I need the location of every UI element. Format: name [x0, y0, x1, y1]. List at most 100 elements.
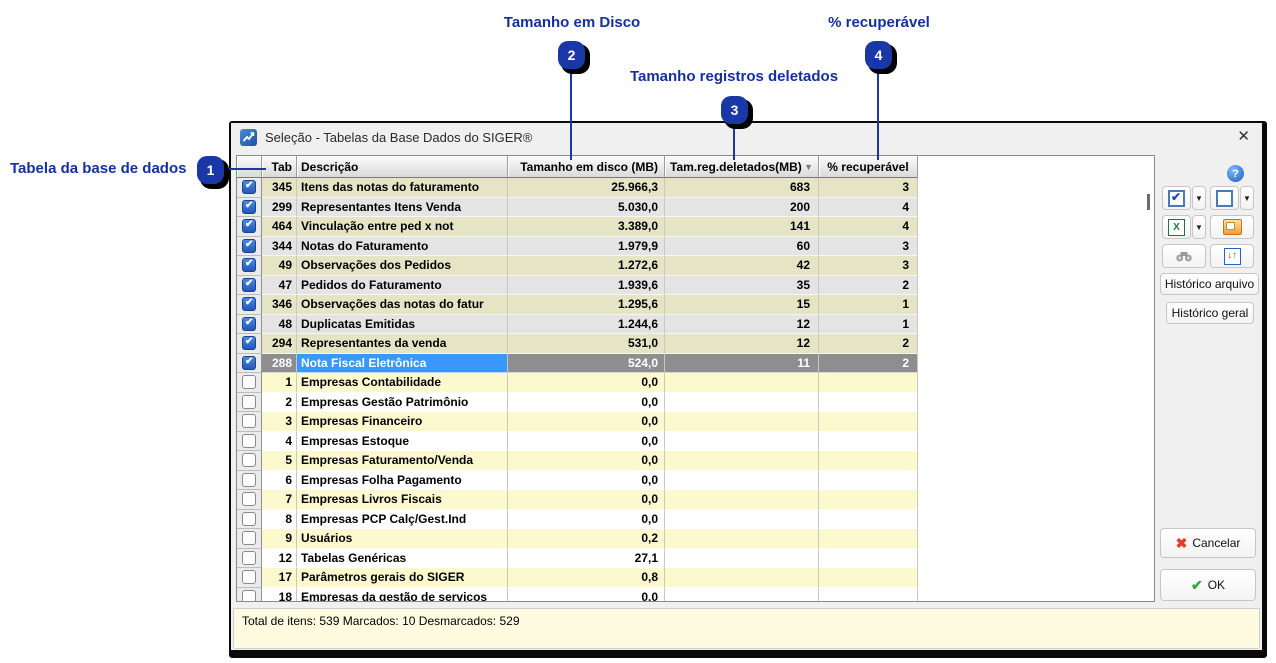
table-row[interactable]: 7 Empresas Livros Fiscais 0,0 — [237, 490, 1154, 510]
cell-descricao: Parâmetros gerais do SIGER — [297, 568, 508, 588]
cell-filler — [918, 373, 1154, 393]
header-tab[interactable]: Tab — [262, 156, 297, 178]
cell-reg-deletados — [665, 373, 819, 393]
cancel-button[interactable]: ✖ Cancelar — [1160, 528, 1256, 558]
cell-recuperavel: 2 — [819, 334, 918, 354]
row-checkbox[interactable] — [242, 492, 256, 506]
table-row[interactable]: 12 Tabelas Genéricas 27,1 — [237, 549, 1154, 569]
vertical-scrollbar-thumb[interactable] — [1147, 194, 1150, 210]
row-checkbox[interactable] — [242, 395, 256, 409]
cell-tamanho-disco: 1.979,9 — [508, 237, 665, 257]
cell-filler — [918, 510, 1154, 530]
header-filler — [918, 156, 1154, 178]
cell-tamanho-disco: 0,0 — [508, 510, 665, 530]
row-checkbox[interactable] — [242, 551, 256, 565]
table-row[interactable]: 346 Observações das notas do fatur 1.295… — [237, 295, 1154, 315]
search-button[interactable] — [1162, 244, 1206, 268]
table-row[interactable]: 6 Empresas Folha Pagamento 0,0 — [237, 471, 1154, 491]
header-checkbox-column[interactable] — [237, 156, 262, 178]
export-excel-dropdown-button[interactable]: ▼ — [1192, 215, 1206, 239]
row-checkbox-cell — [237, 295, 262, 315]
cell-filler — [918, 568, 1154, 588]
sort-order-button[interactable]: ↓↑ — [1210, 244, 1254, 268]
historico-geral-button[interactable]: Histórico geral — [1166, 302, 1254, 324]
cell-filler — [918, 588, 1154, 603]
row-checkbox[interactable] — [242, 590, 256, 602]
row-checkbox[interactable] — [242, 180, 256, 194]
table-row[interactable]: 2 Empresas Gestão Patrimônio 0,0 — [237, 393, 1154, 413]
table-row[interactable]: 5 Empresas Faturamento/Venda 0,0 — [237, 451, 1154, 471]
table-row[interactable]: 299 Representantes Itens Venda 5.030,0 2… — [237, 198, 1154, 218]
file-picker-button[interactable] — [1210, 215, 1254, 239]
table-row[interactable]: 464 Vinculação entre ped x not 3.389,0 1… — [237, 217, 1154, 237]
cell-filler — [918, 412, 1154, 432]
row-checkbox[interactable] — [242, 278, 256, 292]
row-checkbox[interactable] — [242, 317, 256, 331]
check-all-button[interactable] — [1162, 186, 1191, 210]
table-row[interactable]: 47 Pedidos do Faturamento 1.939,6 35 2 — [237, 276, 1154, 296]
cancel-label: Cancelar — [1192, 536, 1240, 550]
title-bar[interactable]: Seleção - Tabelas da Base Dados do SIGER… — [231, 123, 1262, 152]
cell-descricao: Observações dos Pedidos — [297, 256, 508, 276]
row-checkbox[interactable] — [242, 219, 256, 233]
row-checkbox[interactable] — [242, 570, 256, 584]
annotation-connector-1 — [226, 168, 266, 170]
table-row[interactable]: 48 Duplicatas Emitidas 1.244,6 12 1 — [237, 315, 1154, 335]
header-recuperavel[interactable]: % recuperável — [819, 156, 918, 178]
row-checkbox[interactable] — [242, 258, 256, 272]
row-checkbox[interactable] — [242, 375, 256, 389]
row-checkbox[interactable] — [242, 239, 256, 253]
row-checkbox[interactable] — [242, 512, 256, 526]
header-reg-deletados[interactable]: Tam.reg.deletados(MB) ▼ — [665, 156, 819, 178]
chevron-down-icon: ▼ — [1195, 223, 1203, 232]
window-title: Seleção - Tabelas da Base Dados do SIGER… — [265, 130, 532, 145]
ok-label: OK — [1208, 578, 1225, 592]
annotation-connector-4 — [877, 70, 879, 160]
row-checkbox[interactable] — [242, 473, 256, 487]
table-row[interactable]: 1 Empresas Contabilidade 0,0 — [237, 373, 1154, 393]
table-row[interactable]: 18 Empresas da gestão de serviços 0,0 — [237, 588, 1154, 603]
header-tamanho-disco[interactable]: Tamanho em disco (MB) — [508, 156, 665, 178]
table-row[interactable]: 9 Usuários 0,2 — [237, 529, 1154, 549]
row-checkbox-cell — [237, 412, 262, 432]
table-row[interactable]: 345 Itens das notas do faturamento 25.96… — [237, 178, 1154, 198]
table-row[interactable]: 17 Parâmetros gerais do SIGER 0,8 — [237, 568, 1154, 588]
help-icon[interactable]: ? — [1227, 165, 1244, 182]
uncheck-all-button[interactable] — [1210, 186, 1239, 210]
table-row[interactable]: 49 Observações dos Pedidos 1.272,6 42 3 — [237, 256, 1154, 276]
header-descricao[interactable]: Descrição — [297, 156, 508, 178]
row-checkbox-cell — [237, 529, 262, 549]
check-all-dropdown-button[interactable]: ▼ — [1192, 186, 1206, 210]
table-row[interactable]: 8 Empresas PCP Calç/Gest.Ind 0,0 — [237, 510, 1154, 530]
uncheck-all-dropdown-button[interactable]: ▼ — [1240, 186, 1254, 210]
table-row[interactable]: 288 Nota Fiscal Eletrônica 524,0 11 2 — [237, 354, 1154, 374]
historico-arquivo-label: Histórico arquivo — [1165, 277, 1254, 291]
ok-button[interactable]: ✔ OK — [1160, 569, 1256, 601]
cell-recuperavel — [819, 432, 918, 452]
cell-reg-deletados: 11 — [665, 354, 819, 374]
row-checkbox-cell — [237, 237, 262, 257]
historico-arquivo-button[interactable]: Histórico arquivo — [1160, 273, 1259, 295]
table-row[interactable]: 294 Representantes da venda 531,0 12 2 — [237, 334, 1154, 354]
row-checkbox[interactable] — [242, 336, 256, 350]
table-row[interactable]: 4 Empresas Estoque 0,0 — [237, 432, 1154, 452]
row-checkbox[interactable] — [242, 531, 256, 545]
export-excel-button[interactable]: X — [1162, 215, 1191, 239]
cell-descricao: Representantes Itens Venda — [297, 198, 508, 218]
row-checkbox[interactable] — [242, 297, 256, 311]
cell-reg-deletados — [665, 549, 819, 569]
close-icon[interactable]: ✕ — [1237, 128, 1250, 146]
row-checkbox[interactable] — [242, 414, 256, 428]
row-checkbox[interactable] — [242, 434, 256, 448]
cell-filler — [918, 315, 1154, 335]
cell-reg-deletados — [665, 490, 819, 510]
cell-filler — [918, 217, 1154, 237]
row-checkbox[interactable] — [242, 356, 256, 370]
row-checkbox[interactable] — [242, 200, 256, 214]
row-checkbox[interactable] — [242, 453, 256, 467]
cell-reg-deletados: 15 — [665, 295, 819, 315]
cell-recuperavel — [819, 529, 918, 549]
cell-tab: 345 — [262, 178, 297, 198]
table-row[interactable]: 344 Notas do Faturamento 1.979,9 60 3 — [237, 237, 1154, 257]
table-row[interactable]: 3 Empresas Financeiro 0,0 — [237, 412, 1154, 432]
